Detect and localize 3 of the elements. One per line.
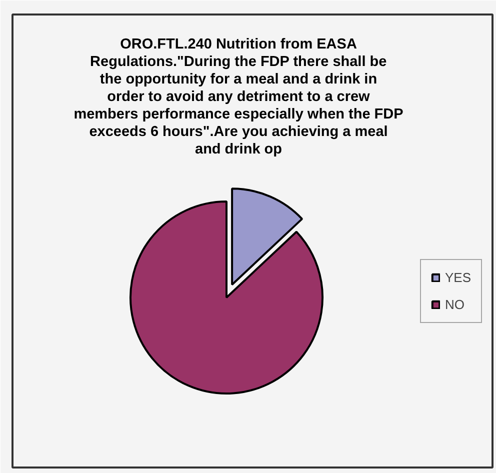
- legend-label: NO: [445, 297, 465, 312]
- legend-label: YES: [445, 270, 472, 285]
- chart-title: ORO.FTL.240 Nutrition from EASA Regulations."During the FDP there shall be the opportunity for a meal and a drink in order to avoid any detriment to a crew members performance especially when the FDP exceeds 6 hours".Are you achieving a meal and drink op: [74, 36, 404, 158]
